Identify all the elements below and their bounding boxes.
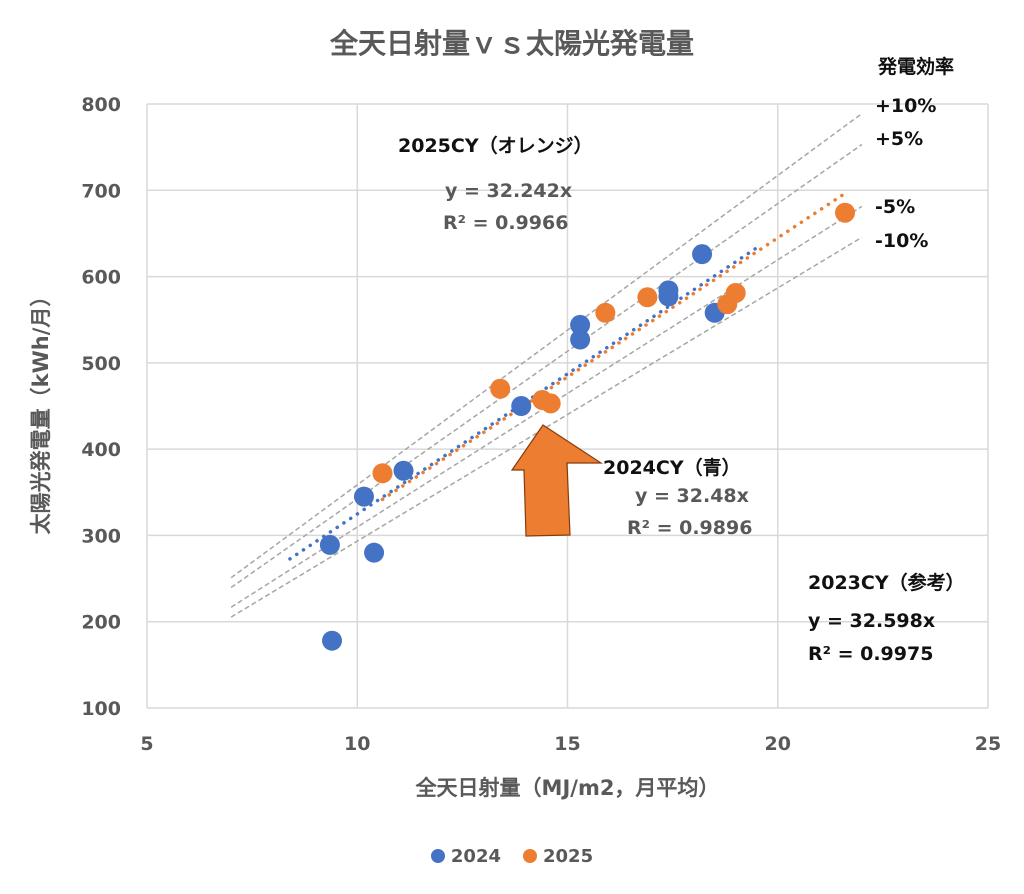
data-point-2025 xyxy=(725,282,746,303)
legend-item-2025: 2025 xyxy=(523,846,593,867)
data-point-2024 xyxy=(658,286,679,307)
y-tick-label: 400 xyxy=(81,439,121,461)
data-point-2025 xyxy=(540,393,561,414)
up-arrow-icon xyxy=(510,424,604,537)
cy2024-title: 2024CY（青） xyxy=(603,457,741,479)
data-point-2025 xyxy=(637,287,658,308)
x-tick-label: 25 xyxy=(975,733,1001,755)
cy2024-equation: y = 32.48x xyxy=(635,485,749,507)
cy2023-r2: R² = 0.9975 xyxy=(808,643,934,665)
y-tick-label: 600 xyxy=(81,267,121,289)
cy2024-r2: R² = 0.9896 xyxy=(627,517,753,539)
chart-title: 全天日射量ｖｓ太陽光発電量 xyxy=(329,27,694,60)
trendline-2025 xyxy=(380,191,847,502)
cy2025-equation: y = 32.242x xyxy=(445,180,573,202)
y-tick-label: 300 xyxy=(81,525,121,547)
data-point-2024 xyxy=(511,396,532,416)
y-tick-label: 100 xyxy=(81,698,121,720)
cy2025-title: 2025CY（オレンジ） xyxy=(398,135,593,157)
legend-marker-2025 xyxy=(523,849,537,863)
data-point-2025 xyxy=(835,202,856,223)
efficiency-reference-line xyxy=(230,112,863,579)
y-tick-label: 200 xyxy=(81,612,121,634)
legend-label-2025: 2025 xyxy=(543,846,594,867)
efficiency-label-plus5: +5% xyxy=(875,128,924,150)
efficiency-reference-line xyxy=(230,143,863,589)
y-axis-label: 太陽光発電量（kWh/月） xyxy=(29,285,53,535)
legend-item-2024: 2024 xyxy=(430,846,501,867)
data-point-2024 xyxy=(393,460,414,481)
data-point-2024 xyxy=(570,314,591,335)
data-point-2024 xyxy=(319,534,340,555)
legend: 2024 2025 xyxy=(0,846,1024,867)
data-point-2024 xyxy=(353,486,374,507)
y-tick-label: 500 xyxy=(81,353,121,375)
x-tick-label: 20 xyxy=(765,733,791,755)
efficiency-label-plus10: +10% xyxy=(875,95,937,117)
cy2025-r2: R² = 0.9966 xyxy=(443,212,569,234)
data-point-2025 xyxy=(595,302,616,323)
x-tick-label: 10 xyxy=(344,733,370,755)
y-tick-label: 800 xyxy=(81,94,121,116)
data-point-2024 xyxy=(570,329,591,350)
data-point-2025 xyxy=(490,378,511,399)
data-point-2024 xyxy=(692,244,713,265)
x-axis-label: 全天日射量（MJ/m2，月平均） xyxy=(415,776,720,800)
data-point-2025 xyxy=(372,463,393,484)
y-tick-label: 700 xyxy=(81,180,121,202)
data-point-2024 xyxy=(364,542,385,563)
x-tick-label: 15 xyxy=(554,733,580,755)
legend-label-2024: 2024 xyxy=(450,846,501,867)
cy2023-title: 2023CY（参考） xyxy=(808,572,965,594)
data-point-2024 xyxy=(322,630,343,651)
efficiency-label-minus5: -5% xyxy=(875,196,916,218)
x-tick-label: 5 xyxy=(140,733,153,755)
cy2023-equation: y = 32.598x xyxy=(808,610,936,632)
efficiency-title: 発電効率 xyxy=(878,56,955,78)
efficiency-label-minus10: -10% xyxy=(875,230,929,252)
legend-marker-2024 xyxy=(430,849,445,863)
